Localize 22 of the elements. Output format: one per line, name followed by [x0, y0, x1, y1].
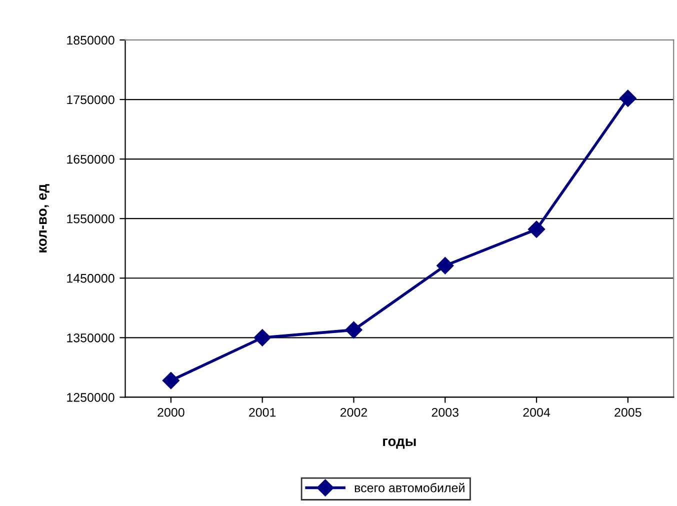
- y-tick-label: 1250000: [67, 393, 114, 402]
- point: [345, 321, 362, 338]
- point: [619, 90, 636, 107]
- y-tick-label: 1450000: [67, 274, 114, 283]
- y-tick-label: 1550000: [67, 214, 114, 224]
- x-tick-label: 2004: [523, 408, 550, 417]
- y-axis-title: кол-во, ед: [39, 184, 50, 252]
- point: [436, 257, 454, 274]
- x-tick-label: 2002: [340, 408, 368, 417]
- point: [254, 329, 271, 346]
- legend-label: всего автомобилей: [354, 482, 464, 492]
- y-tick-label: 1650000: [67, 154, 114, 164]
- y-tick-label: 1350000: [67, 333, 114, 342]
- y-tick-label: 1850000: [67, 36, 114, 45]
- x-axis-title: годы: [383, 438, 416, 449]
- x-tick-label: 2005: [614, 408, 642, 417]
- x-tick-label: 2001: [249, 408, 276, 417]
- point: [162, 372, 180, 390]
- x-tick-label: 2000: [158, 408, 184, 417]
- x-tick-label: 2003: [432, 408, 458, 417]
- point: [528, 220, 546, 238]
- y-tick-label: 1750000: [67, 95, 114, 104]
